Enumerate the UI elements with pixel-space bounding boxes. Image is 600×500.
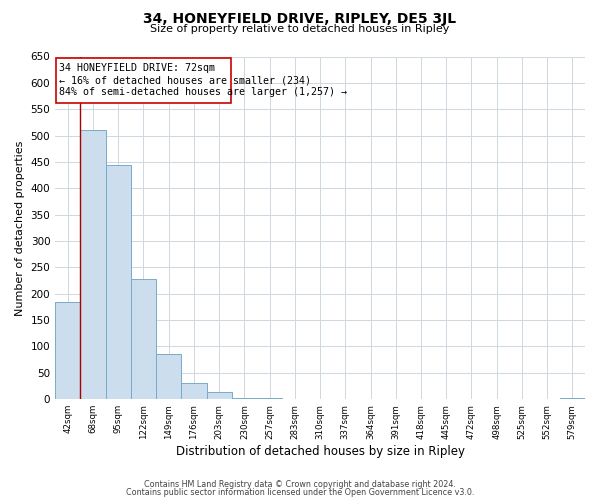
Bar	[55, 302, 80, 399]
Text: 34, HONEYFIELD DRIVE, RIPLEY, DE5 3JL: 34, HONEYFIELD DRIVE, RIPLEY, DE5 3JL	[143, 12, 457, 26]
Y-axis label: Number of detached properties: Number of detached properties	[15, 140, 25, 316]
Bar	[206, 392, 232, 399]
Text: Contains HM Land Registry data © Crown copyright and database right 2024.: Contains HM Land Registry data © Crown c…	[144, 480, 456, 489]
X-axis label: Distribution of detached houses by size in Ripley: Distribution of detached houses by size …	[176, 444, 464, 458]
Bar	[106, 164, 131, 399]
Bar	[560, 398, 585, 399]
Bar	[131, 279, 156, 399]
Text: 84% of semi-detached houses are larger (1,257) →: 84% of semi-detached houses are larger (…	[59, 87, 347, 97]
Bar	[282, 398, 307, 399]
Bar	[181, 384, 206, 399]
Text: Size of property relative to detached houses in Ripley: Size of property relative to detached ho…	[151, 24, 449, 34]
Bar	[156, 354, 181, 399]
Bar	[358, 398, 383, 399]
Bar	[80, 130, 106, 399]
Text: 34 HONEYFIELD DRIVE: 72sqm: 34 HONEYFIELD DRIVE: 72sqm	[59, 64, 215, 74]
Bar	[257, 398, 282, 399]
Text: Contains public sector information licensed under the Open Government Licence v3: Contains public sector information licen…	[126, 488, 474, 497]
Bar	[232, 398, 257, 399]
FancyBboxPatch shape	[56, 58, 231, 103]
Text: ← 16% of detached houses are smaller (234): ← 16% of detached houses are smaller (23…	[59, 75, 311, 85]
